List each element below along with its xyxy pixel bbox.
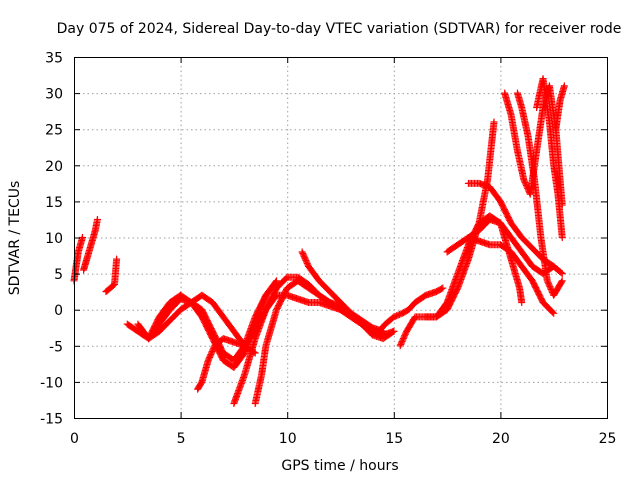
y-tick-label: 30 [45,87,63,103]
axis-ticks: 0 5 10 15 20 25 -15 -10 -5 0 5 10 15 20 25 30 35 [40,51,616,448]
data-point [439,284,447,292]
series-track-7 [194,291,398,393]
data-point-plus [389,328,397,336]
data-point [550,309,558,317]
data-point-plus [549,308,557,316]
y-tick-label: 20 [45,159,63,175]
data-point [558,270,566,278]
x-tick-label: 10 [279,431,297,447]
series-track-20 [552,82,568,133]
y-tick-label: 35 [45,51,63,67]
data-point [558,234,566,241]
data-point [113,255,121,263]
data-point [390,327,398,335]
data-point [518,298,526,306]
x-tick-label: 15 [385,431,403,447]
data-point-plus [438,285,446,293]
series-track-3 [102,255,121,296]
series-track-16 [464,215,526,306]
data-point [93,215,101,223]
y-tick-label: -5 [49,339,63,355]
data-point [251,349,259,357]
x-tick-label: 0 [70,431,79,447]
y-tick-label: 25 [45,123,63,139]
series-track-12 [396,118,498,350]
y-tick-label: -10 [40,375,63,391]
x-axis-label: GPS time / hours [281,458,398,474]
y-tick-label: 0 [54,303,63,319]
data-point [560,82,568,90]
data-point [490,118,498,126]
x-tick-label: 20 [492,431,510,447]
y-tick-label: 15 [45,195,63,211]
x-tick-label: 25 [599,431,617,447]
data-series [70,75,568,408]
series-track-19 [533,75,566,241]
chart-title: Day 075 of 2024, Sidereal Day-to-day VTE… [57,21,622,37]
x-tick-label: 5 [177,431,186,447]
series-track-2 [80,215,101,274]
data-point-plus [557,269,565,277]
y-tick-label: -15 [40,412,63,428]
grid [74,57,607,418]
series-track-11 [375,284,447,335]
data-point [558,277,566,285]
data-point-plus [272,278,280,286]
y-axis-label: SDTVAR / TECUs [7,181,23,296]
data-point [79,234,87,241]
data-point-plus [558,278,566,286]
data-point [273,277,281,285]
y-tick-label: 5 [54,267,63,283]
series-track-18 [513,89,566,299]
y-tick-label: 10 [45,231,63,247]
